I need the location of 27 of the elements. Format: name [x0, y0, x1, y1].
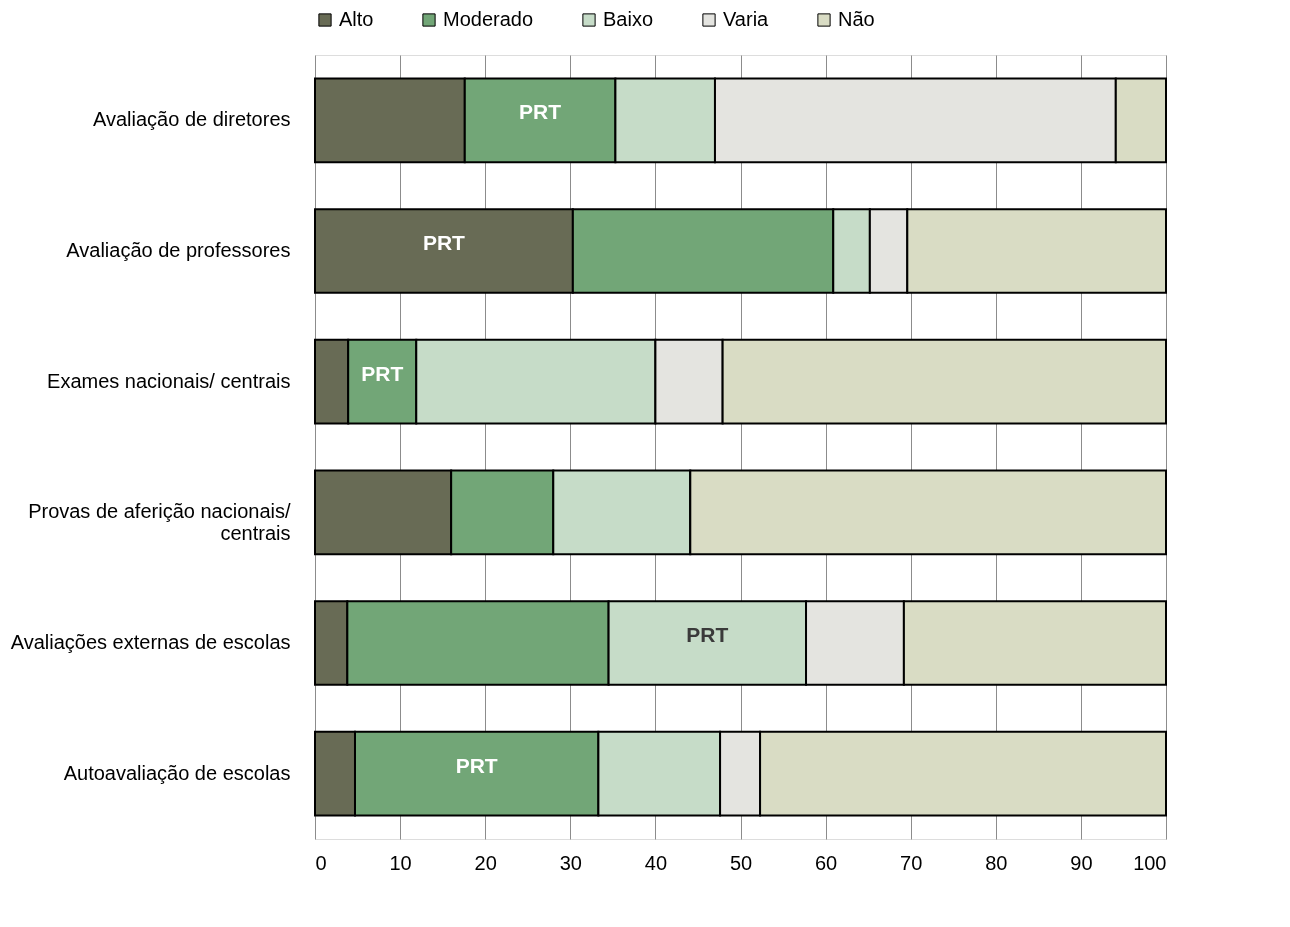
legend-label: Baixo: [603, 8, 654, 30]
x-tick-label: 50: [729, 851, 753, 874]
y-tick-label: Avaliações externas de escolas: [10, 631, 291, 653]
y-tick-label: Exames nacionais/ centrais: [47, 369, 291, 392]
x-tick-label: 0: [315, 851, 327, 874]
x-tick-label: 20: [474, 851, 497, 874]
x-tick-label: 100: [1133, 851, 1167, 874]
data-label: PRT: [422, 231, 466, 254]
data-label: PRT: [686, 623, 729, 646]
data-label: PRT: [455, 753, 498, 777]
x-tick-label: 40: [644, 851, 668, 874]
legend-label: Varia: [723, 8, 770, 30]
x-tick-label: 90: [1070, 851, 1093, 874]
x-tick-label: 10: [389, 851, 412, 874]
y-tick-label: Avaliação de diretores: [92, 108, 291, 131]
y-tick-label: Avaliação de professores: [66, 239, 291, 261]
y-tick-label: Provas de aferição nacionais/ centrais: [28, 500, 291, 545]
x-tick-label: 30: [559, 851, 582, 874]
x-tick-label: 80: [985, 851, 1008, 874]
legend-label: Não: [838, 8, 875, 30]
data-label: PRT: [519, 100, 562, 124]
x-tick-label: 70: [900, 851, 923, 874]
y-tick-label: Autoavaliação de escolas: [63, 761, 291, 784]
legend-label: Alto: [339, 8, 374, 30]
legend-label: Moderado: [443, 8, 534, 30]
x-tick-label: 60: [814, 851, 838, 874]
data-label: PRT: [361, 361, 404, 385]
